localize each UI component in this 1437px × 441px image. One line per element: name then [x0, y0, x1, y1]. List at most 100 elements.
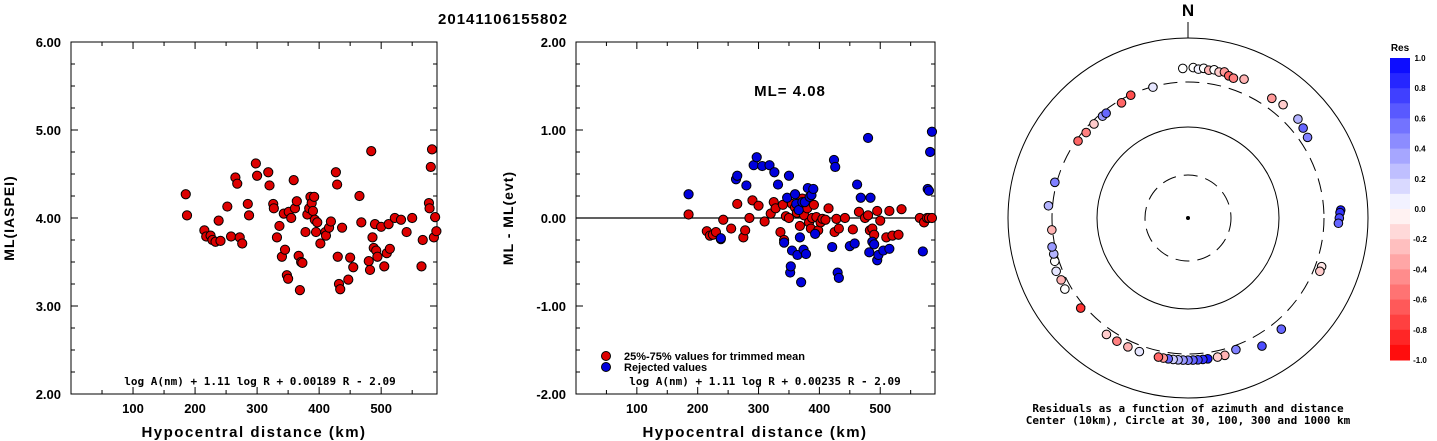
data-point	[222, 201, 233, 212]
data-point	[862, 210, 874, 221]
colorbar-tick-label: -0.2	[1413, 235, 1427, 244]
y-tick-label: -2.00	[536, 387, 566, 402]
colorbar-tick-label: 1.0	[1414, 54, 1426, 63]
x-axis-label: Hypocentral distance (km)	[642, 424, 867, 441]
data-point	[847, 224, 858, 235]
panel-residual-vs-distance: -2.00 -1.00 0.00 1.00 2.00 100 200 300 400 500 M…	[500, 35, 938, 441]
data-point	[330, 167, 341, 178]
data-point	[274, 220, 285, 232]
data-point	[794, 232, 806, 243]
y-axis-label: ML(IASPEI)	[1, 175, 17, 260]
data-point	[291, 196, 302, 207]
data-point	[431, 226, 442, 237]
x-tick-label: 100	[626, 401, 648, 416]
caption-line-2: Center (10km), Circle at 30, 100, 300 an…	[1026, 414, 1351, 427]
data-point	[383, 219, 394, 230]
station-marker	[1043, 200, 1054, 211]
data-point	[181, 210, 193, 221]
data-point	[307, 205, 319, 217]
colorbar-swatch	[1390, 88, 1410, 104]
data-point	[348, 262, 359, 273]
data-point	[820, 214, 831, 225]
colorbar-tick-label: 0.4	[1414, 145, 1426, 154]
data-point	[853, 206, 865, 217]
station-marker	[1101, 329, 1112, 340]
colorbar-swatch	[1390, 299, 1410, 316]
data-point	[312, 217, 323, 228]
data-point	[401, 226, 412, 238]
data-point	[830, 161, 841, 173]
data-point	[926, 212, 938, 224]
station-marker	[1177, 63, 1188, 74]
formula-label: log A(nm) + 1.11 log R + 0.00235 R - 2.0…	[629, 375, 901, 388]
data-point	[726, 223, 737, 234]
data-point	[732, 170, 743, 181]
data-point	[213, 215, 224, 226]
y-tick-group: -2.00 -1.00 0.00 1.00 2.00	[536, 35, 935, 402]
station-marker	[1298, 123, 1308, 133]
colorbar-swatch	[1390, 239, 1410, 255]
data-point	[237, 238, 248, 249]
data-point	[778, 237, 790, 248]
epicenter-dot	[1186, 216, 1190, 220]
colorbar-swatch	[1390, 344, 1410, 361]
legend-marker-trimmed-mean	[601, 351, 611, 361]
data-point	[751, 152, 762, 163]
data-point	[741, 180, 752, 191]
data-point	[300, 226, 311, 238]
colorbar-swatch	[1390, 58, 1410, 74]
station-marker	[1125, 90, 1136, 101]
station-marker	[1051, 266, 1061, 277]
station-marker	[1293, 114, 1303, 124]
data-point	[356, 217, 367, 228]
data-point	[379, 261, 390, 272]
y-tick-label: -1.00	[536, 299, 566, 314]
x-tick-label: 200	[184, 401, 206, 416]
data-point	[372, 251, 383, 262]
data-point	[800, 248, 812, 260]
data-point	[315, 238, 326, 249]
colorbar-tick-label: 0.2	[1414, 175, 1426, 184]
colorbar-swatch	[1390, 118, 1410, 134]
data-point	[833, 272, 844, 283]
station-markers	[1043, 62, 1346, 365]
data-point	[250, 158, 261, 169]
data-point	[718, 214, 729, 225]
colorbar-tick-label: 0.0	[1414, 205, 1426, 214]
data-point	[426, 144, 438, 155]
colorbar-swatch	[1390, 329, 1410, 346]
x-tick-label: 400	[809, 401, 831, 416]
data-point	[336, 222, 348, 233]
data-point	[893, 229, 904, 240]
north-label: N	[1182, 1, 1194, 20]
colorbar-tick-label: 0.8	[1414, 84, 1426, 93]
colorbar-swatch	[1390, 224, 1410, 240]
colorbar-swatch	[1390, 148, 1410, 165]
y-tick-group: 2.00 3.00 4.00 5.00 6.00	[36, 35, 437, 402]
data-point	[243, 210, 255, 221]
data-point	[366, 146, 377, 157]
data-point	[852, 179, 863, 190]
station-marker	[1047, 242, 1057, 252]
station-marker	[1333, 218, 1344, 229]
y-axis-label: ML - ML(evt)	[500, 171, 516, 265]
data-point	[242, 198, 253, 210]
data-point	[417, 234, 428, 246]
caption-line-1: Residuals as a function of azimuth and d…	[1032, 402, 1344, 415]
data-point	[785, 261, 796, 272]
colorbar: Res 1.0 0.8 0.6 0.4 0.2 0.0 -0.2 -0.4 -0.6 -0.8 -1…	[1390, 43, 1427, 365]
x-axis-label: Hypocentral distance (km)	[141, 424, 366, 441]
data-point	[759, 216, 770, 227]
data-point	[430, 212, 441, 223]
x-tick-group: 100 200 300 400 500	[605, 42, 912, 416]
y-tick-label: 3.00	[36, 299, 61, 314]
circle-300km	[1051, 81, 1325, 355]
colorbar-swatch	[1390, 193, 1410, 210]
data-point	[268, 203, 279, 214]
station-marker	[1056, 275, 1066, 285]
x-tick-group: 100 200 300 400 500	[101, 42, 413, 416]
data-point	[839, 212, 851, 224]
data-point	[744, 212, 755, 224]
colorbar-swatch	[1390, 163, 1410, 180]
station-marker	[1239, 74, 1249, 85]
